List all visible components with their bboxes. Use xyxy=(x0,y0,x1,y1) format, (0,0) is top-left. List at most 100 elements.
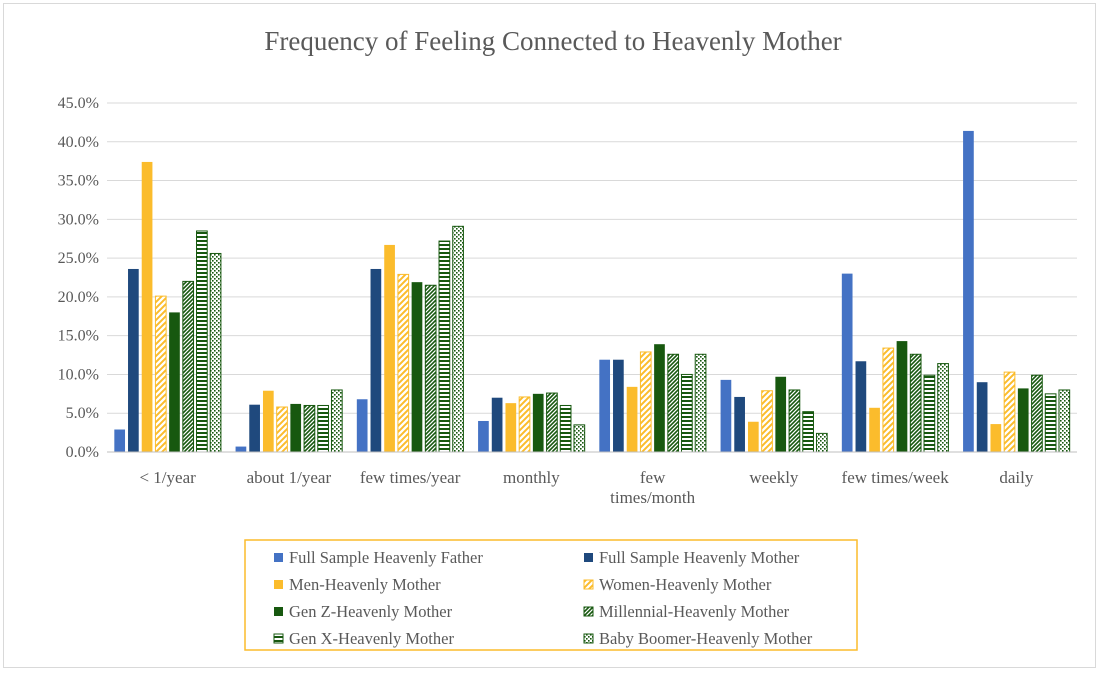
bar xyxy=(235,446,247,452)
bar xyxy=(1044,393,1057,453)
y-tick-label: 10.0% xyxy=(58,366,99,383)
legend-item: Millennial-Heavenly Mother xyxy=(583,602,790,621)
legend-label: Baby Boomer-Heavenly Mother xyxy=(599,629,813,648)
bar xyxy=(384,244,395,452)
y-tick-label: 35.0% xyxy=(58,173,99,190)
bar xyxy=(411,282,423,452)
bar xyxy=(370,268,382,452)
legend-item: Men-Heavenly Mother xyxy=(274,575,441,594)
bar xyxy=(452,225,464,453)
x-category-label: < 1/year xyxy=(139,468,196,487)
bar xyxy=(249,404,260,452)
y-tick-label: 30.0% xyxy=(58,211,99,228)
y-tick-label: 0.0% xyxy=(66,444,99,461)
bar xyxy=(438,240,451,453)
x-category-label: few times/month xyxy=(610,468,696,507)
bar xyxy=(788,389,801,453)
bar xyxy=(734,396,745,452)
bar xyxy=(963,130,974,453)
legend-label: Gen X-Heavenly Mother xyxy=(289,629,454,648)
bar xyxy=(1058,389,1071,453)
x-axis-categories: < 1/year about 1/year few times/year monthl… xyxy=(139,468,1033,507)
bar xyxy=(209,252,222,453)
bar xyxy=(654,344,665,452)
legend: Full Sample Heavenly Father Full Sample H… xyxy=(273,548,813,648)
bar xyxy=(518,396,531,453)
bar xyxy=(937,363,949,453)
legend-swatch xyxy=(583,633,594,644)
x-category-label: weekly xyxy=(749,468,799,487)
legend-swatch xyxy=(583,579,594,590)
bar xyxy=(196,230,208,453)
y-axis-ticks: 0.0% 5.0% 10.0% 15.0% 20.0% 25.0% 30.0% 35.0% 40… xyxy=(58,95,99,461)
bar xyxy=(128,268,139,452)
bar xyxy=(317,404,329,453)
bar xyxy=(559,404,572,453)
bar xyxy=(505,403,517,452)
bar xyxy=(694,353,707,453)
bar xyxy=(990,424,1002,452)
bar xyxy=(626,386,638,452)
bar xyxy=(1017,388,1029,452)
legend-label: Men-Heavenly Mother xyxy=(289,575,441,594)
chart-title: Frequency of Feeling Connected to Heaven… xyxy=(264,26,841,56)
bar xyxy=(841,273,853,452)
legend-item: Women-Heavenly Mother xyxy=(583,575,772,594)
bar xyxy=(114,429,126,452)
legend-swatch xyxy=(583,606,594,617)
bar xyxy=(532,393,544,452)
bar xyxy=(923,374,936,453)
bar xyxy=(154,295,167,453)
y-tick-label: 15.0% xyxy=(58,328,99,345)
bar xyxy=(976,382,988,452)
y-tick-label: 5.0% xyxy=(66,405,99,422)
legend-swatch xyxy=(274,580,283,589)
legend-label: Full Sample Heavenly Mother xyxy=(599,548,800,567)
bar xyxy=(720,379,732,452)
legend-item: Full Sample Heavenly Mother xyxy=(584,548,800,567)
gridlines xyxy=(107,102,1077,414)
bar xyxy=(262,390,274,452)
bar xyxy=(1031,374,1043,453)
bar xyxy=(815,432,828,453)
x-category-label: about 1/year xyxy=(247,468,332,487)
bar xyxy=(667,353,680,453)
legend-item: Full Sample Heavenly Father xyxy=(274,548,483,567)
y-tick-label: 45.0% xyxy=(58,95,99,112)
legend-label: Women-Heavenly Mother xyxy=(599,575,772,594)
bar xyxy=(681,373,693,453)
bar xyxy=(290,403,302,452)
bar xyxy=(169,312,180,452)
bars xyxy=(114,130,1071,453)
bar xyxy=(141,161,153,453)
legend-swatch xyxy=(584,553,593,562)
bar xyxy=(599,359,611,452)
x-category-label: few times/week xyxy=(842,468,950,487)
x-category-label: daily xyxy=(999,468,1033,487)
bar xyxy=(747,421,759,452)
bar xyxy=(802,411,814,453)
bar xyxy=(775,376,787,452)
bar xyxy=(869,407,880,452)
x-category-label: few times/year xyxy=(360,468,461,487)
bar xyxy=(491,397,503,452)
bar xyxy=(478,420,489,452)
bar xyxy=(896,341,908,452)
bar xyxy=(761,390,773,453)
y-tick-label: 20.0% xyxy=(58,289,99,306)
legend-swatch xyxy=(274,607,283,616)
x-category-label: monthly xyxy=(503,468,560,487)
y-tick-label: 40.0% xyxy=(58,134,99,151)
bar xyxy=(546,392,558,453)
bar xyxy=(356,399,368,452)
legend-box xyxy=(244,539,858,651)
chart-svg: Frequency of Feeling Connected to Heaven… xyxy=(58,26,1077,651)
bar xyxy=(276,406,288,453)
y-tick-label: 25.0% xyxy=(58,250,99,267)
legend-item: Gen X-Heavenly Mother xyxy=(273,629,454,648)
bar xyxy=(882,347,895,453)
bar xyxy=(613,359,624,452)
legend-swatch xyxy=(273,633,284,644)
bar xyxy=(330,389,343,453)
legend-item: Baby Boomer-Heavenly Mother xyxy=(583,629,813,648)
